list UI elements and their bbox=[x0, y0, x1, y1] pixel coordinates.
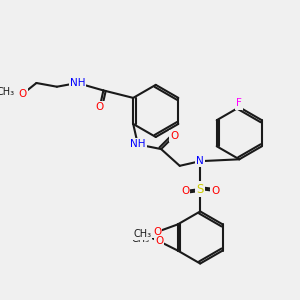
Text: O: O bbox=[181, 186, 189, 196]
Text: CH₃: CH₃ bbox=[0, 87, 15, 97]
Text: O: O bbox=[18, 89, 27, 99]
Text: CH₃: CH₃ bbox=[133, 229, 151, 239]
Text: O: O bbox=[170, 131, 178, 141]
Text: O: O bbox=[211, 186, 219, 196]
Text: O: O bbox=[155, 236, 163, 246]
Text: S: S bbox=[196, 183, 204, 196]
Text: CH₃: CH₃ bbox=[131, 234, 149, 244]
Text: O: O bbox=[153, 227, 161, 237]
Text: N: N bbox=[196, 156, 204, 166]
Text: O: O bbox=[96, 102, 104, 112]
Text: F: F bbox=[236, 98, 242, 109]
Text: NH: NH bbox=[130, 140, 146, 149]
Text: NH: NH bbox=[70, 78, 85, 88]
